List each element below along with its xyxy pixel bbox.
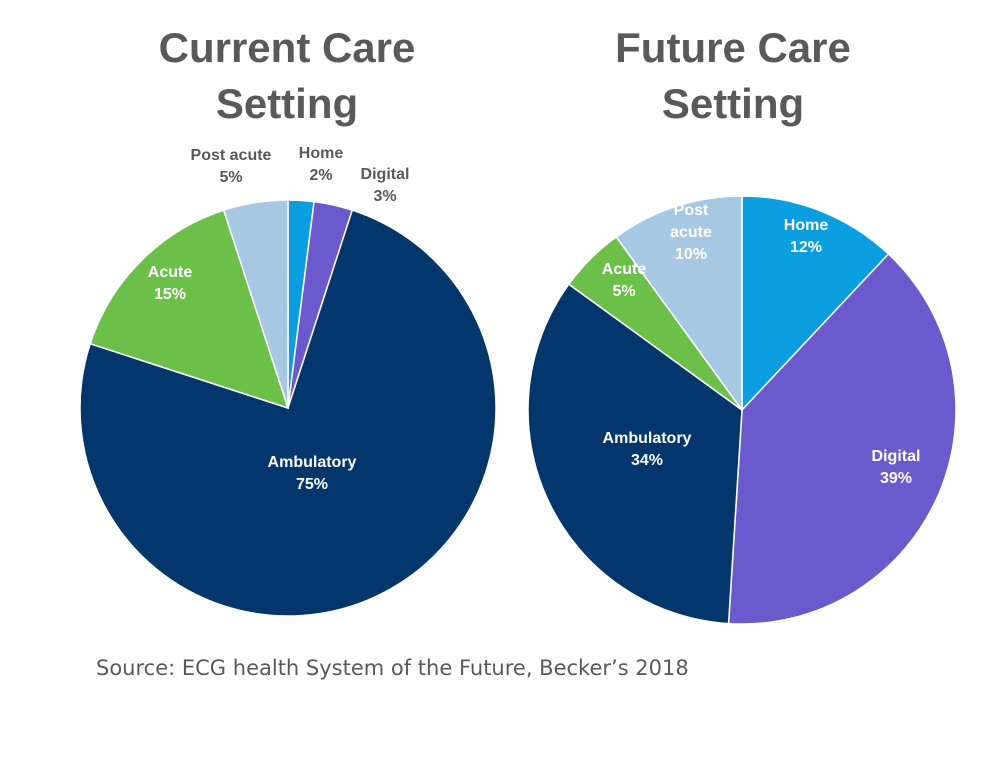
current-care-pie: Home 2% Digital 3% Ambulatory 75% Acute 15% Post… [79,145,497,617]
future-care-pie: Home 12% Digital 39% Ambulatory 34% Acute 5% Pos… [527,195,957,625]
future-care-title-line-2: Setting [661,80,805,127]
current-slice-post-acute [222,199,289,409]
current-label-home: Home 2% [299,145,344,184]
future-label-acute: Acute 5% [602,261,647,300]
future-slice-ambulatory [527,283,743,625]
future-label-ambulatory: Ambulatory 34% [603,430,692,469]
current-care-title-line-2: Setting [215,80,359,127]
current-label-ambulatory: Ambulatory 75% [268,454,357,493]
current-slice-acute [89,209,290,410]
current-label-acute: Acute 15% [148,264,193,303]
current-slice-ambulatory [79,209,497,617]
current-care-title-line-1: Current Care [158,24,416,71]
future-label-home: Home 12% [784,217,829,256]
source-note: Source: ECG health System of the Future,… [96,656,689,680]
future-care-title-line-1: Future Care [615,24,851,71]
current-label-post-acute: Post acute 5% [191,147,272,186]
current-label-digital: Digital 3% [361,166,410,205]
future-label-digital: Digital 39% [872,448,921,487]
future-slice-home [741,195,890,412]
future-slice-post-acute [615,195,743,413]
future-slice-digital [727,252,957,625]
current-care-title: Current Care Setting [122,20,452,132]
future-label-post-acute: Post acute 10% [670,202,712,263]
future-care-title: Future Care Setting [568,20,898,132]
